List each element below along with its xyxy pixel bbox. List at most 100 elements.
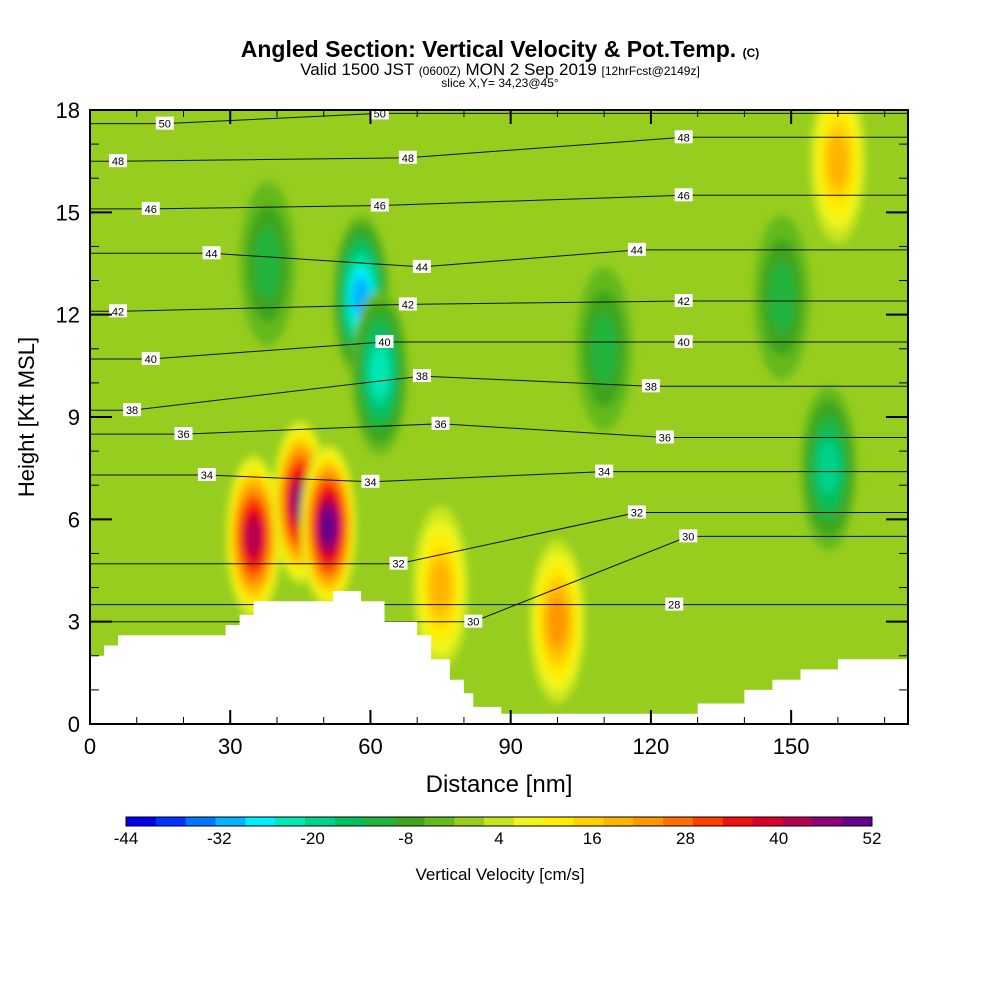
velocity-background	[90, 110, 908, 724]
theta-contour-label: 46	[370, 198, 389, 213]
theta-label-box	[155, 116, 174, 130]
theta-contour-label: 38	[123, 403, 142, 417]
theta-contour-label: 34	[595, 464, 614, 479]
theta-label-text: 48	[678, 132, 690, 144]
theta-label-text: 38	[416, 371, 428, 383]
theta-label-text: 36	[434, 419, 446, 431]
y-tick-label: 18	[56, 98, 80, 123]
velocity-cell	[254, 228, 281, 299]
y-tick-label: 9	[68, 405, 80, 430]
theta-label-text: 32	[392, 559, 404, 571]
velocity-cell	[590, 313, 618, 385]
theta-label-box	[674, 294, 693, 308]
velocity-cell	[768, 262, 796, 333]
theta-label-box	[141, 352, 160, 366]
theta-label-box	[109, 154, 128, 168]
theta-contour-line	[90, 112, 908, 125]
theta-contour-label: 50	[155, 116, 174, 131]
theta-label-box	[595, 464, 614, 478]
colorbar-segment	[633, 817, 664, 826]
chart-subtitle-valid-time: Valid 1500 JST (0600Z) MON 2 Sep 2019 [1…	[300, 60, 700, 79]
colorbar-segment	[424, 817, 455, 826]
theta-label-box	[370, 198, 389, 212]
x-tick-label: 90	[498, 734, 522, 759]
theta-label-text: 30	[682, 531, 694, 543]
chart-title: Angled Section: Vertical Velocity & Pot.…	[240, 36, 760, 62]
theta-label-box	[141, 201, 160, 215]
theta-contour-line	[90, 512, 908, 565]
theta-label-text: 42	[678, 296, 690, 308]
theta-label-text: 48	[112, 156, 124, 168]
theta-label-box	[674, 130, 693, 144]
theta-contour-label: 42	[674, 294, 693, 308]
theta-contour-labels: 28 30 30 32 32 34 34 34 36 36 36 38 38 38 40 40 40 42 42 42…	[109, 106, 698, 629]
theta-label-text: 34	[201, 470, 213, 482]
colorbar-tick-label: 52	[863, 829, 882, 848]
theta-label-text: 34	[598, 467, 610, 479]
theta-contour-label: 30	[464, 614, 483, 629]
theta-label-box	[412, 259, 431, 273]
colorbar-segment	[334, 817, 366, 826]
colorbar-label: Vertical Velocity [cm/s]	[415, 865, 584, 884]
colorbar-segment	[722, 817, 754, 826]
colorbar-tick-label: 4	[494, 829, 503, 848]
colorbar-segment	[663, 817, 694, 826]
theta-label-text: 38	[645, 381, 657, 393]
theta-label-box	[627, 242, 646, 256]
theta-label-text: 32	[631, 508, 643, 520]
x-tick-label: 0	[84, 734, 96, 759]
colorbar-tick-label: 28	[676, 829, 695, 848]
theta-contour-label: 40	[375, 334, 394, 349]
velocity-cell	[818, 442, 839, 495]
y-tick-label: 6	[68, 507, 80, 532]
theta-label-box	[674, 334, 693, 348]
theta-contour-label: 48	[398, 150, 417, 165]
theta-contour-label: 36	[431, 416, 450, 431]
theta-label-text: 38	[126, 405, 138, 417]
y-tick-label: 3	[68, 610, 80, 635]
colorbar-segment	[484, 817, 515, 826]
theta-contour-label: 48	[674, 130, 693, 144]
colorbar-segment	[275, 817, 306, 826]
colorbar-segment	[454, 817, 485, 826]
velocity-cell	[827, 135, 849, 188]
theta-contour-label: 46	[674, 188, 693, 202]
theta-contour-label: 40	[674, 334, 693, 349]
theta-contour-label: 36	[655, 430, 674, 444]
y-tick-label: 15	[56, 200, 80, 225]
theta-label-text: 40	[378, 337, 390, 349]
colorbar-segment	[842, 817, 873, 826]
colorbar-segment	[603, 817, 634, 826]
theta-label-box	[123, 403, 142, 417]
theta-label-text: 44	[631, 245, 643, 257]
colorbar-segment	[782, 817, 813, 826]
theta-label-text: 46	[374, 201, 386, 213]
theta-label-box	[655, 430, 674, 444]
theta-label-box	[202, 246, 221, 260]
colorbar-tick-label: 16	[583, 829, 602, 848]
velocity-cell	[320, 508, 337, 544]
y-axis-label: Height [Kft MSL]	[14, 337, 39, 497]
colorbar-segment	[752, 817, 783, 826]
theta-contour-label: 42	[398, 297, 417, 311]
theta-label-text: 30	[467, 617, 479, 629]
theta-label-box	[674, 188, 693, 202]
colorbar-segment	[812, 817, 843, 826]
theta-label-box	[361, 474, 380, 488]
colorbar-segment	[126, 817, 157, 826]
theta-label-text: 46	[678, 190, 690, 202]
theta-contours	[90, 112, 908, 623]
colorbar-segment	[394, 817, 425, 826]
terrain-mask	[90, 591, 908, 724]
theta-contour-label: 38	[412, 369, 431, 383]
theta-contour-label: 34	[361, 474, 380, 489]
theta-label-text: 44	[416, 262, 428, 274]
theta-contour-label: 40	[141, 352, 160, 366]
colorbar-frame	[125, 816, 873, 827]
theta-contour-label: 38	[641, 379, 660, 393]
theta-contour-label: 48	[109, 154, 128, 168]
theta-label-box	[109, 304, 128, 318]
y-tick-label: 12	[56, 303, 80, 328]
colorbar-tick-label: 40	[769, 829, 788, 848]
colorbar-segment	[215, 817, 246, 826]
